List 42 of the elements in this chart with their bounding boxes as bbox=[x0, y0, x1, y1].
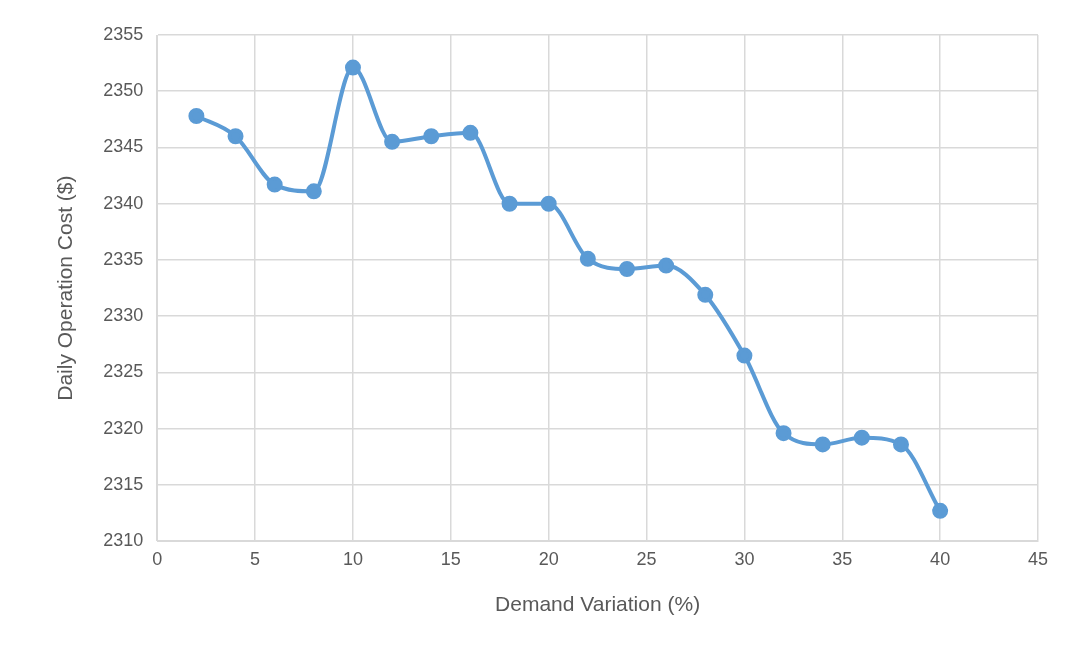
x-tick-label: 35 bbox=[832, 548, 853, 569]
point bbox=[227, 128, 244, 145]
y-tick-label: 2325 bbox=[103, 361, 144, 382]
point bbox=[462, 124, 479, 141]
x-axis-title: Demand Variation (%) bbox=[495, 592, 701, 616]
y-tick-label: 2335 bbox=[103, 248, 144, 269]
y-tick-label: 2340 bbox=[103, 192, 144, 213]
x-tick-label: 10 bbox=[342, 548, 363, 569]
point bbox=[618, 260, 635, 277]
y-tick-label: 2350 bbox=[103, 80, 144, 101]
x-tick-label: 25 bbox=[636, 548, 657, 569]
point bbox=[384, 133, 401, 150]
y-tick-label: 2320 bbox=[103, 417, 144, 438]
y-tick-label: 2330 bbox=[103, 305, 144, 326]
x-tick-label: 5 bbox=[250, 548, 261, 569]
point bbox=[814, 436, 831, 453]
point bbox=[853, 429, 870, 446]
point bbox=[305, 183, 322, 200]
point bbox=[736, 347, 753, 364]
point bbox=[697, 286, 714, 303]
y-tick-label: 2345 bbox=[103, 136, 144, 157]
point bbox=[932, 502, 949, 519]
point bbox=[775, 425, 792, 442]
y-tick-label: 2355 bbox=[103, 23, 144, 44]
y-axis-title: Daily Operation Cost ($) bbox=[53, 175, 77, 401]
x-tick-label: 30 bbox=[734, 548, 755, 569]
y-tick-label: 2310 bbox=[103, 530, 144, 551]
x-tick-label: 45 bbox=[1027, 548, 1049, 569]
point bbox=[423, 128, 440, 145]
x-tick-label: 0 bbox=[152, 548, 163, 569]
x-tick-label: 15 bbox=[440, 548, 461, 569]
x-tick-label: 40 bbox=[930, 548, 951, 569]
y-tick-label: 2315 bbox=[103, 473, 144, 494]
point bbox=[344, 59, 361, 76]
point bbox=[579, 250, 596, 267]
x-tick-label: 20 bbox=[538, 548, 559, 569]
point bbox=[658, 257, 675, 274]
point bbox=[540, 195, 557, 212]
point bbox=[188, 107, 205, 124]
point bbox=[892, 436, 909, 453]
point bbox=[501, 195, 518, 212]
point bbox=[266, 176, 283, 193]
